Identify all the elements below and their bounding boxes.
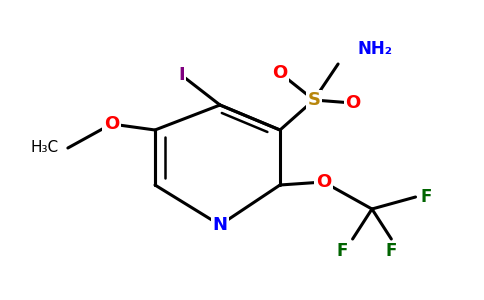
Text: O: O [272,64,287,82]
Text: NH₂: NH₂ [358,40,393,58]
Text: F: F [386,242,397,260]
Text: O: O [104,115,119,133]
Text: N: N [212,216,227,234]
Text: I: I [178,66,184,84]
Text: F: F [421,188,432,206]
Text: O: O [345,94,360,112]
Text: F: F [336,242,348,260]
Text: S: S [307,91,320,109]
Text: H₃C: H₃C [30,140,58,155]
Text: O: O [316,173,331,191]
